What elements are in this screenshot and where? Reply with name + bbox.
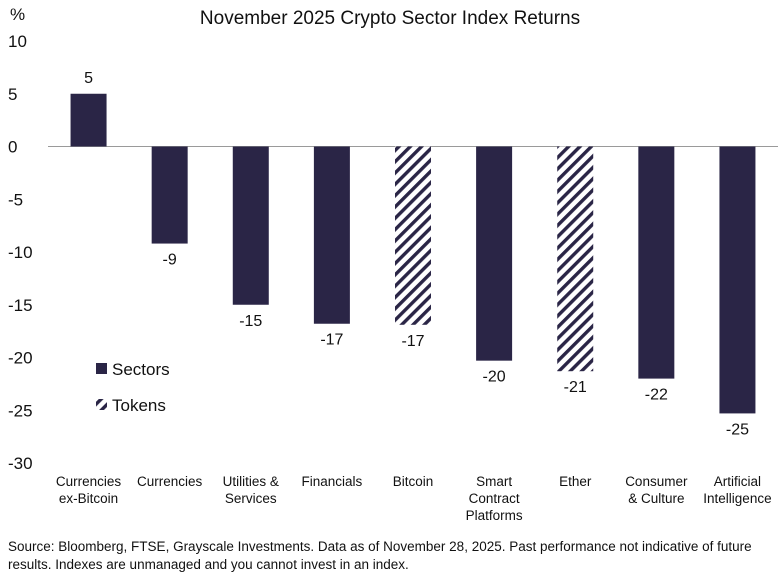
chart-title: November 2025 Crypto Sector Index Return… bbox=[200, 8, 580, 29]
category-label: Currencies ex-Bitcoin bbox=[56, 474, 122, 506]
data-label: -25 bbox=[726, 421, 749, 438]
legend-token-swatch bbox=[96, 399, 107, 410]
category-label-line: Bitcoin bbox=[393, 474, 434, 489]
legend-label: Tokens bbox=[112, 396, 166, 415]
y-tick-label: -10 bbox=[8, 243, 33, 262]
category-label-line: ex-Bitcoin bbox=[59, 491, 118, 506]
category-label-line: Services bbox=[225, 491, 277, 506]
data-labels: 5 -9 -15 -17 -17 -20 -21 -22 -25 bbox=[84, 70, 749, 439]
category-labels: Currencies ex-Bitcoin Currencies Utilities … bbox=[56, 474, 772, 523]
bar-chart: November 2025 Crypto Sector Index Return… bbox=[8, 5, 778, 523]
category-label-line: Contract bbox=[469, 491, 520, 506]
token-bar bbox=[395, 146, 431, 325]
y-tick-label: 5 bbox=[8, 85, 17, 104]
bars bbox=[70, 93, 756, 414]
y-tick-label: -5 bbox=[8, 190, 23, 209]
category-label-line: Consumer bbox=[625, 474, 688, 489]
legend-label: Sectors bbox=[112, 360, 170, 379]
legend: Sectors Tokens bbox=[96, 360, 170, 415]
category-label-line: Platforms bbox=[466, 508, 523, 523]
category-label-line: Artificial bbox=[714, 474, 761, 489]
y-tick-label: -20 bbox=[8, 349, 33, 368]
category-label-line: & Culture bbox=[628, 491, 684, 506]
y-axis-unit: % bbox=[10, 5, 25, 24]
data-label: -20 bbox=[483, 369, 506, 386]
source-note: Source: Bloomberg, FTSE, Grayscale Inves… bbox=[8, 539, 752, 572]
data-label: -17 bbox=[401, 333, 424, 350]
category-label-line: Utilities & bbox=[223, 474, 279, 489]
category-label-line: Ether bbox=[559, 474, 592, 489]
token-bar bbox=[557, 146, 594, 372]
data-label: 5 bbox=[84, 70, 93, 87]
sector-bar bbox=[313, 146, 350, 324]
category-label-line: Financials bbox=[301, 474, 362, 489]
category-label: Bitcoin bbox=[393, 474, 434, 489]
category-label: Financials bbox=[301, 474, 362, 489]
sector-bar bbox=[719, 146, 756, 414]
y-tick-label: -25 bbox=[8, 401, 33, 420]
category-label: Utilities & Services bbox=[223, 474, 279, 506]
data-label: -21 bbox=[564, 379, 587, 396]
category-label-line: Smart bbox=[476, 474, 512, 489]
category-label-line: Currencies bbox=[56, 474, 122, 489]
sector-bar bbox=[638, 146, 675, 379]
data-label: -17 bbox=[320, 332, 343, 349]
category-label-line: Intelligence bbox=[703, 491, 771, 506]
sector-bar bbox=[232, 146, 269, 305]
category-label: Ether bbox=[559, 474, 592, 489]
category-label: Artificial Intelligence bbox=[703, 474, 771, 506]
data-label: -9 bbox=[163, 252, 177, 269]
category-label: Smart Contract Platforms bbox=[466, 474, 523, 523]
legend-sector-swatch bbox=[96, 363, 107, 374]
category-label-line: Currencies bbox=[137, 474, 203, 489]
y-tick-label: -15 bbox=[8, 296, 33, 315]
y-tick-label: 0 bbox=[8, 138, 17, 157]
sector-bar bbox=[476, 146, 513, 361]
data-label: -22 bbox=[645, 387, 668, 404]
category-label: Consumer & Culture bbox=[625, 474, 688, 506]
category-label: Currencies bbox=[137, 474, 203, 489]
data-label: -15 bbox=[239, 313, 262, 330]
y-tick-label: 10 bbox=[8, 32, 27, 51]
sector-bar bbox=[151, 146, 188, 244]
y-axis-ticks: 10 5 0 -5 -10 -15 -20 -25 -30 bbox=[8, 32, 33, 473]
sector-bar bbox=[70, 93, 107, 147]
y-tick-label: -30 bbox=[8, 454, 33, 473]
